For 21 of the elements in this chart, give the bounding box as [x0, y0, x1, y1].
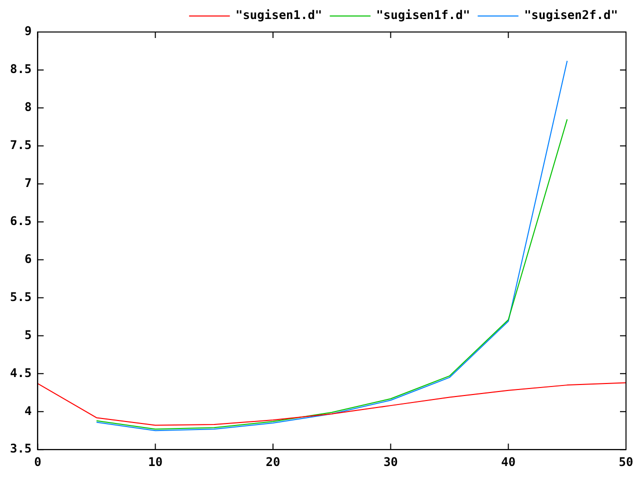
y-tick-label: 3.5 — [10, 442, 32, 456]
legend-label: "sugisen2f.d" — [524, 8, 618, 22]
x-tick-label: 30 — [383, 454, 398, 469]
y-tick-label: 5.5 — [10, 290, 32, 304]
y-tick-label: 7 — [24, 176, 32, 190]
y-tick-label: 4.5 — [10, 366, 32, 380]
x-tick-label: 10 — [148, 454, 163, 469]
y-tick-label: 6 — [24, 252, 32, 266]
x-tick-label: 50 — [618, 454, 634, 469]
legend-label: "sugisen1f.d" — [376, 8, 470, 22]
x-tick-label: 20 — [266, 454, 280, 469]
legend-label: "sugisen1.d" — [235, 8, 322, 22]
x-tick-label: 0 — [34, 454, 42, 469]
y-tick-label: 6.5 — [10, 214, 32, 228]
x-tick-label: 40 — [501, 454, 516, 469]
y-tick-label: 7.5 — [10, 138, 32, 152]
y-tick-label: 8 — [24, 100, 32, 114]
y-tick-label: 5 — [24, 328, 32, 342]
y-tick-label: 8.5 — [10, 62, 32, 76]
y-tick-label: 4 — [24, 404, 32, 418]
y-tick-label: 9 — [24, 24, 32, 38]
